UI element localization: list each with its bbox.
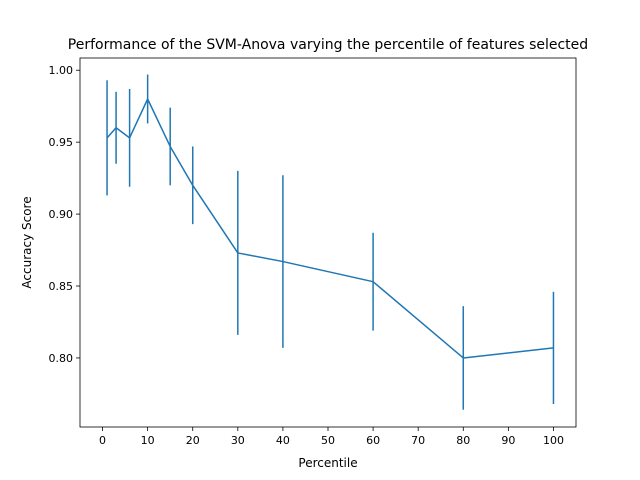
x-axis-label: Percentile [298, 456, 357, 470]
x-tick-label: 0 [99, 434, 106, 447]
x-tick-label: 20 [186, 434, 200, 447]
x-tick-label: 10 [141, 434, 155, 447]
y-tick-label: 0.95 [49, 136, 74, 149]
x-tick-label: 90 [501, 434, 515, 447]
chart-title: Performance of the SVM-Anova varying the… [68, 37, 588, 53]
series-line [106, 98, 554, 359]
y-tick-label: 0.85 [49, 280, 74, 293]
x-tick-label: 80 [456, 434, 470, 447]
x-tick-label: 50 [321, 434, 335, 447]
y-tick-label: 1.00 [49, 64, 74, 77]
x-tick-label: 100 [543, 434, 564, 447]
x-tick-label: 40 [276, 434, 290, 447]
plot-area [106, 74, 555, 410]
x-axis: 0 10 20 30 40 50 60 70 80 90 100 [99, 427, 564, 447]
x-tick-label: 60 [366, 434, 380, 447]
y-tick-label: 0.80 [49, 352, 74, 365]
y-tick-label: 0.90 [49, 208, 74, 221]
y-axis-label: Accuracy Score [20, 196, 34, 288]
y-axis: 0.80 0.85 0.90 0.95 1.00 [49, 64, 80, 365]
x-tick-label: 70 [411, 434, 425, 447]
x-tick-label: 30 [231, 434, 245, 447]
